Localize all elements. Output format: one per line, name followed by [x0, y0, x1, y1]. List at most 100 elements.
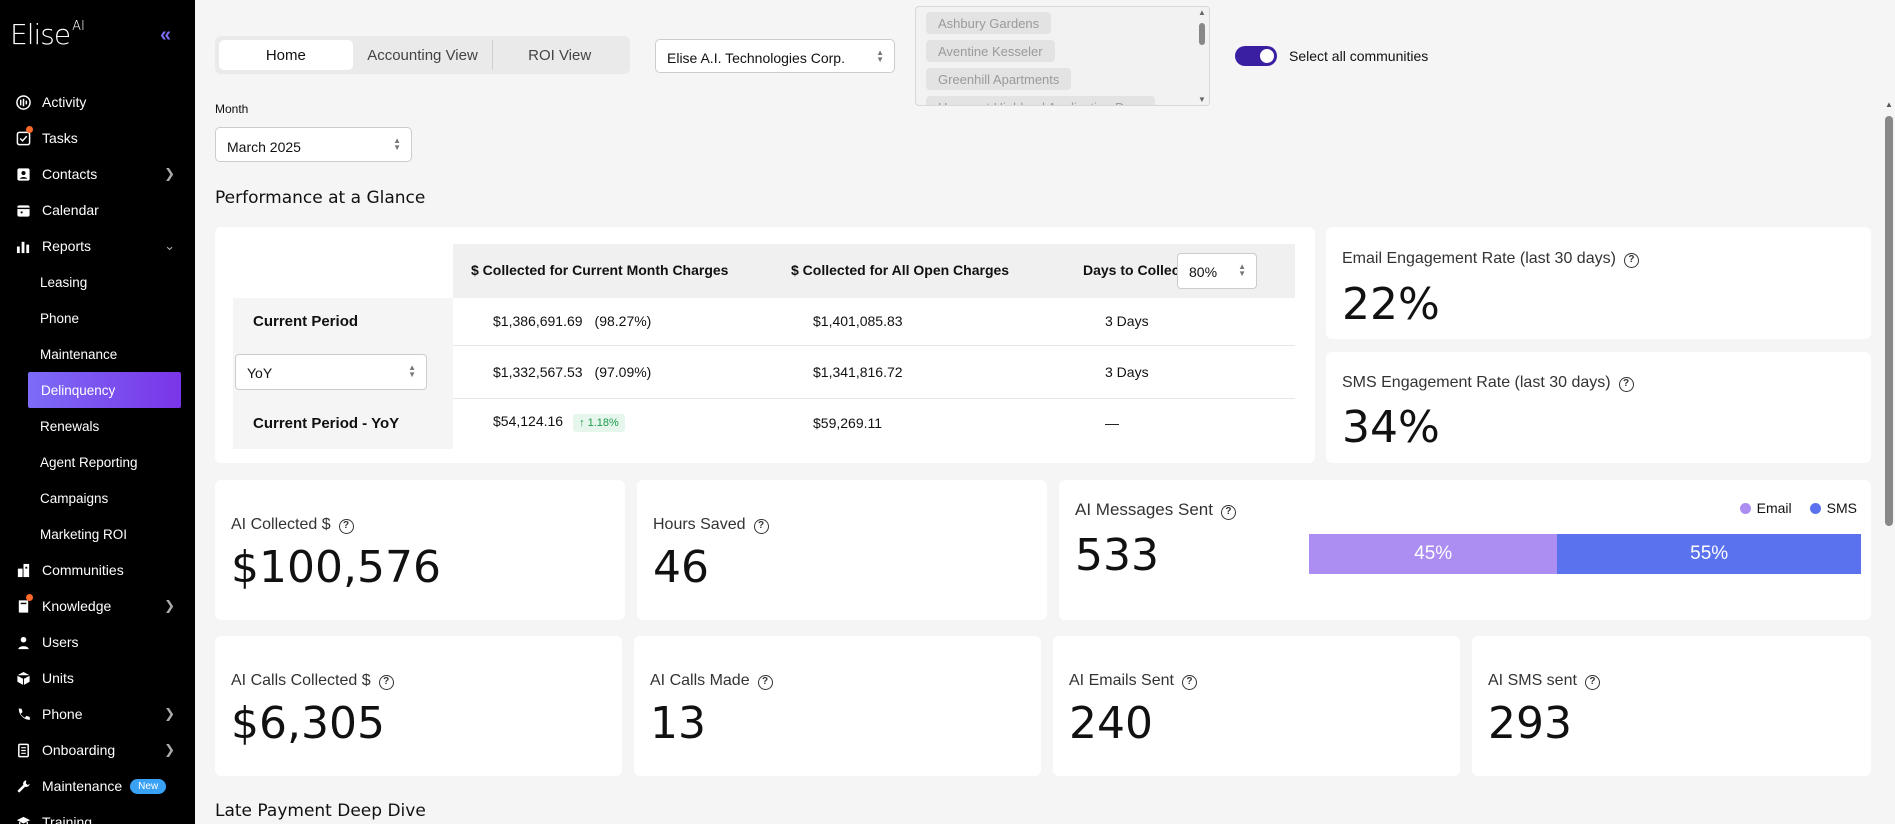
- sidebar-item-activity[interactable]: Activity: [0, 84, 195, 120]
- help-icon[interactable]: ?: [378, 675, 394, 690]
- days-percentage-value: 80%: [1189, 264, 1218, 280]
- sidebar-item-maintenance[interactable]: Maintenance New: [0, 768, 195, 804]
- page-scrollbar[interactable]: ▲: [1885, 100, 1893, 620]
- sidebar-item-calendar[interactable]: Calendar: [0, 192, 195, 228]
- help-icon[interactable]: ?: [1181, 675, 1197, 690]
- sidebar-item-onboarding[interactable]: Onboarding ❯: [0, 732, 195, 768]
- sidebar-subitem-renewals[interactable]: Renewals: [40, 418, 100, 434]
- sidebar-item-training[interactable]: Training: [0, 804, 195, 824]
- chevron-right-icon: ❯: [164, 742, 175, 757]
- col-header-days-to-collect: Days to Collect: [1083, 262, 1185, 278]
- sidebar: Elise AI « Activity Tasks Contacts ❯ Calen…: [0, 0, 195, 824]
- units-icon: [14, 669, 32, 687]
- sidebar-item-phone[interactable]: Phone ❯: [0, 696, 195, 732]
- row-label: Current Period: [253, 313, 359, 330]
- help-icon[interactable]: ?: [1618, 377, 1634, 392]
- community-chip[interactable]: Aventine Kesseler: [926, 40, 1055, 62]
- help-icon[interactable]: ?: [338, 519, 354, 534]
- ai-emails-sent-value: 240: [1069, 698, 1153, 749]
- month-label: Month: [215, 102, 249, 116]
- email-engagement-value: 22%: [1342, 279, 1440, 330]
- company-select[interactable]: Elise A.I. Technologies Corp. ▲ ▼: [655, 39, 895, 73]
- hours-saved-label: Hours Saved?: [653, 516, 769, 534]
- sms-engagement-card: SMS Engagement Rate (last 30 days)? 34%: [1326, 352, 1871, 463]
- sidebar-subitem-delinquency[interactable]: Delinquency: [28, 372, 181, 408]
- sidebar-nav: Activity Tasks Contacts ❯ Calendar Report…: [0, 84, 195, 824]
- onboarding-icon: [14, 741, 32, 759]
- ai-emails-sent-label: AI Emails Sent?: [1069, 672, 1197, 690]
- communities-list[interactable]: Ashbury Gardens Aventine Kesseler Greenh…: [915, 6, 1210, 106]
- help-icon[interactable]: ?: [1584, 675, 1600, 690]
- table-cell: 3 Days: [1105, 364, 1149, 380]
- sidebar-subitem-marketing-roi[interactable]: Marketing ROI: [40, 526, 128, 542]
- sidebar-item-label: Onboarding: [42, 742, 116, 758]
- contacts-icon: [14, 165, 32, 183]
- notification-dot: [26, 126, 33, 133]
- change-badge: ↑ 1.18%: [573, 414, 625, 432]
- sidebar-subitem-agent-reporting[interactable]: Agent Reporting: [40, 454, 138, 470]
- toggle-knob: [1260, 49, 1274, 63]
- col-header-current-month: $ Collected for Current Month Charges: [471, 262, 729, 278]
- knowledge-icon: [14, 597, 32, 615]
- sidebar-item-users[interactable]: Users: [0, 624, 195, 660]
- row-label: Current Period - YoY: [253, 415, 400, 432]
- table-cell: $1,332,567.53 (97.09%): [493, 364, 652, 380]
- calendar-icon: [14, 201, 32, 219]
- sidebar-subitem-maintenance[interactable]: Maintenance: [40, 346, 118, 362]
- collapse-sidebar-icon[interactable]: «: [160, 24, 172, 46]
- month-select[interactable]: March 2025 ▲ ▼: [215, 127, 412, 162]
- sms-share-segment: 55%: [1557, 534, 1861, 574]
- sidebar-item-label: Units: [42, 670, 74, 686]
- yoy-select[interactable]: YoY ▲ ▼: [235, 354, 427, 390]
- sidebar-item-knowledge[interactable]: Knowledge ❯: [0, 588, 195, 624]
- sms-engagement-label: SMS Engagement Rate (last 30 days)?: [1342, 374, 1634, 392]
- row-divider: [453, 345, 1295, 346]
- view-tabs: Home Accounting View ROI View: [215, 36, 630, 74]
- ai-messages-card: AI Messages Sent? 533 Email SMS 45% 55%: [1059, 480, 1871, 620]
- help-icon[interactable]: ?: [1623, 253, 1639, 268]
- tasks-icon: [14, 129, 32, 147]
- hours-saved-value: 46: [653, 542, 709, 593]
- phone-icon: [14, 705, 32, 723]
- sidebar-item-label: Users: [42, 634, 79, 650]
- training-icon: [14, 813, 32, 824]
- select-arrows-icon: ▲ ▼: [876, 48, 884, 64]
- ai-collected-label: AI Collected $?: [231, 516, 354, 534]
- month-select-value: March 2025: [227, 139, 301, 155]
- logo[interactable]: Elise AI: [10, 18, 85, 51]
- email-legend-label: Email: [1756, 500, 1792, 516]
- sidebar-subitem-leasing[interactable]: Leasing: [40, 274, 88, 290]
- chevron-down-icon: ⌄: [164, 238, 175, 253]
- help-icon[interactable]: ?: [1220, 505, 1236, 520]
- sidebar-subitem-phone[interactable]: Phone: [40, 310, 80, 326]
- community-chip[interactable]: Ashbury Gardens: [926, 12, 1052, 34]
- help-icon[interactable]: ?: [757, 675, 773, 690]
- tab-home[interactable]: Home: [219, 40, 353, 70]
- performance-table-card: $ Collected for Current Month Charges $ …: [215, 227, 1315, 463]
- community-chip[interactable]: Haven at Highland Application De...: [926, 96, 1155, 105]
- activity-icon: [14, 93, 32, 111]
- tab-accounting-view[interactable]: Accounting View: [353, 40, 494, 70]
- select-all-toggle[interactable]: [1235, 46, 1277, 66]
- sidebar-item-contacts[interactable]: Contacts ❯: [0, 156, 195, 192]
- sidebar-item-label: Activity: [42, 94, 87, 110]
- communities-scrollbar[interactable]: ▲ ▼: [1198, 8, 1206, 104]
- sidebar-item-reports[interactable]: Reports ⌄: [0, 228, 195, 264]
- sidebar-item-communities[interactable]: Communities: [0, 552, 195, 588]
- section-title: Performance at a Glance: [215, 188, 426, 208]
- sidebar-item-tasks[interactable]: Tasks: [0, 120, 195, 156]
- help-icon[interactable]: ?: [753, 519, 769, 534]
- sidebar-item-units[interactable]: Units: [0, 660, 195, 696]
- row-divider: [453, 398, 1295, 399]
- ai-sms-sent-card: AI SMS sent? 293: [1472, 636, 1871, 776]
- days-percentage-select[interactable]: 80% ▲ ▼: [1177, 253, 1257, 289]
- community-chip[interactable]: Greenhill Apartments: [926, 68, 1072, 90]
- ai-calls-collected-label: AI Calls Collected $?: [231, 672, 394, 690]
- sidebar-subitem-campaigns[interactable]: Campaigns: [40, 490, 109, 506]
- users-icon: [14, 633, 32, 651]
- col-header-open-charges: $ Collected for All Open Charges: [791, 262, 1010, 278]
- sidebar-item-label: Tasks: [42, 130, 78, 146]
- tab-roi-view[interactable]: ROI View: [528, 46, 592, 64]
- email-legend-dot: [1739, 502, 1751, 514]
- messages-legend: Email SMS: [1739, 500, 1857, 516]
